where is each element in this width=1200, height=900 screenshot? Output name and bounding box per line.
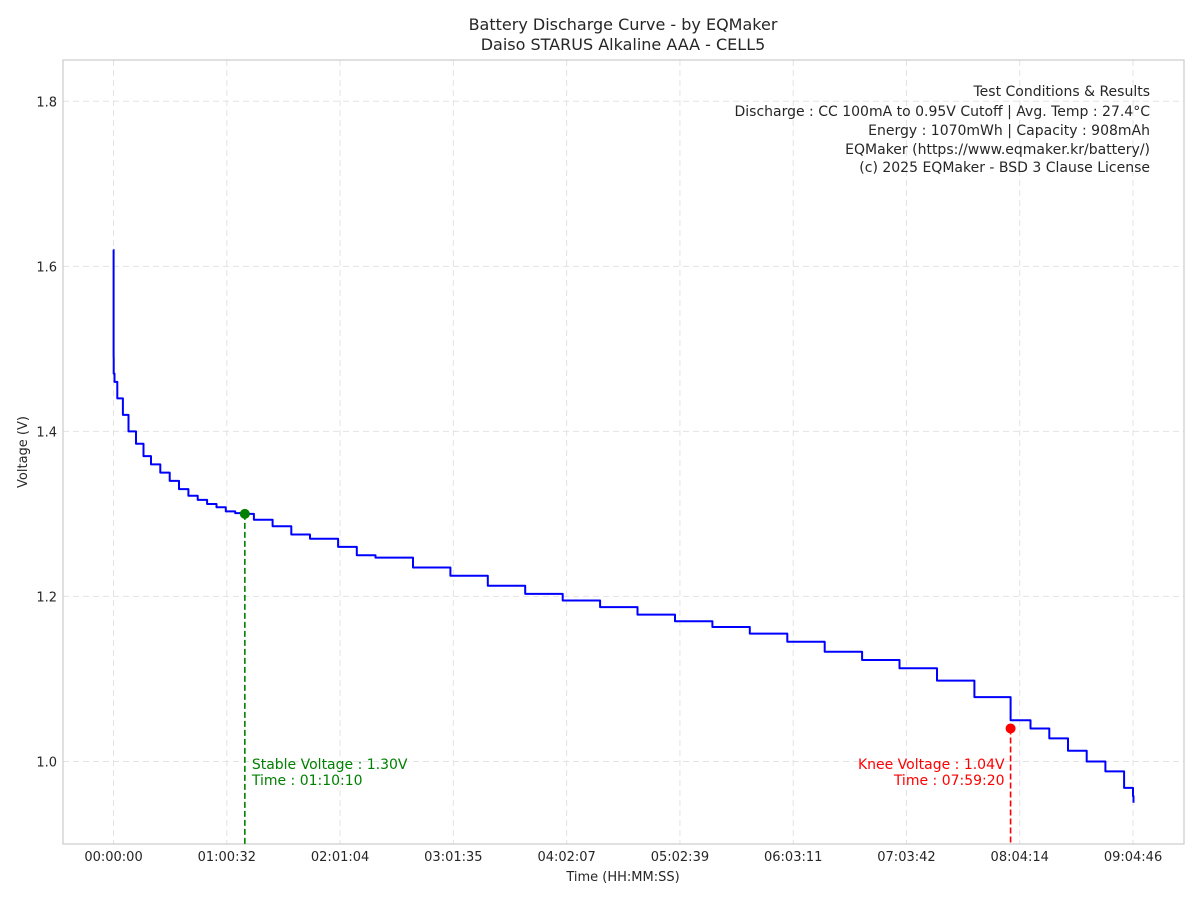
series-layer [112,248,1135,803]
knee-label-voltage: Knee Voltage : 1.04V [858,757,1005,773]
annotation-line-3: Energy : 1070mWh | Capacity : 908mAh [868,123,1150,139]
y-tick-label: 1.8 [36,95,57,110]
y-tick-label: 1.4 [36,425,57,440]
grid [63,60,1184,844]
chart-subtitle: Daiso STARUS Alkaline AAA - CELL5 [481,35,766,54]
knee-label-time: Time : 07:59:20 [893,773,1005,789]
annotation-line-2: Discharge : CC 100mA to 0.95V Cutoff | A… [734,104,1150,120]
plot-frame [62,59,1185,845]
annotation-line-5: (c) 2025 EQMaker - BSD 3 Clause License [859,160,1150,176]
stable-label-time: Time : 01:10:10 [251,773,363,789]
x-tick-label: 06:03:11 [764,850,822,865]
x-tick-label: 08:04:14 [991,850,1049,865]
x-tick-label: 02:01:04 [311,850,369,865]
x-tick-label: 00:00:00 [84,850,142,865]
discharge-series-line [112,248,1135,803]
y-tick-label: 1.2 [36,590,57,605]
y-tick-label: 1.0 [36,755,57,770]
annotation-line-1: Test Conditions & Results [973,84,1151,100]
y-tick-label: 1.6 [36,260,57,275]
x-axis-label: Time (HH:MM:SS) [565,870,679,885]
chart-title: Battery Discharge Curve - by EQMaker [469,15,778,34]
x-tick-label: 01:00:32 [198,850,256,865]
x-tick-label: 03:01:35 [424,850,482,865]
x-tick-label: 05:02:39 [651,850,709,865]
x-tick-label: 07:03:42 [877,850,935,865]
tick-layer: 00:00:00 01:00:32 02:01:04 03:01:35 04:02:07… [36,95,1162,865]
stable-label-voltage: Stable Voltage : 1.30V [252,757,408,773]
knee-point [1005,723,1016,734]
x-tick-label: 04:02:07 [537,850,595,865]
x-tick-label: 09:04:46 [1104,850,1162,865]
annotation-box: Test Conditions & Results Discharge : CC… [734,84,1150,176]
annotation-line-4: EQMaker (https://www.eqmaker.kr/battery/… [845,142,1150,158]
stable-point [239,508,250,519]
y-axis-label: Voltage (V) [16,416,31,488]
